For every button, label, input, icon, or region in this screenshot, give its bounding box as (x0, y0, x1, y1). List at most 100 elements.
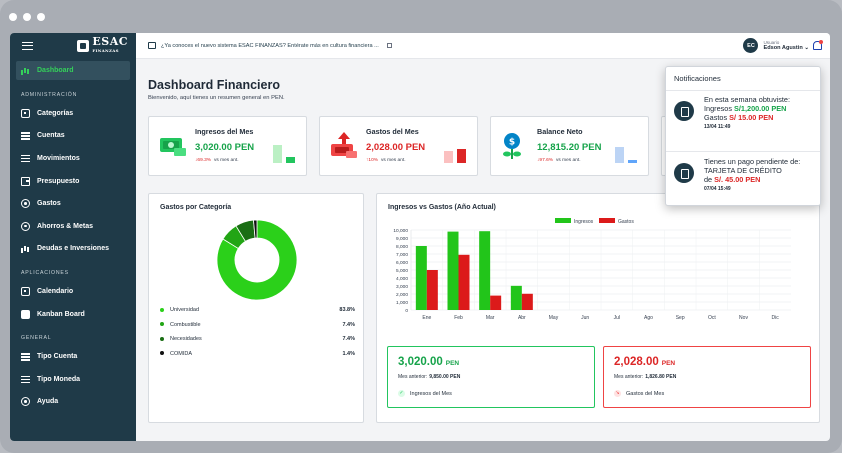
summary-label: ↘ Gastos del Mes (614, 390, 664, 397)
legend-label: COMIDA (170, 350, 192, 357)
sidebar-item-movimientos[interactable]: Movimientos (10, 147, 136, 170)
announcement-text: ¿Ya conoces el nuevo sistema ESAC FINANZ… (161, 42, 379, 49)
notifications-dropdown: Notificaciones En esta semana obtuviste:… (665, 66, 821, 206)
notifications-title: Notificaciones (666, 67, 820, 91)
notification-label: de (704, 175, 713, 185)
transfer-icon (21, 154, 30, 163)
sidebar-item-presupuesto[interactable]: Presupuesto (10, 170, 136, 193)
notification-item[interactable]: En esta semana obtuviste: Ingresos S/1,2… (674, 93, 814, 143)
bell-icon[interactable] (813, 40, 823, 50)
kpi-card-balance: $ Balance Neto 12,815.20 PEN ↓97.6% vs me… (490, 116, 649, 176)
kpi-delta: ↓69.3% vs mes ant. (195, 158, 239, 163)
sidebar-item-label: Kanban Board (37, 310, 85, 318)
legend-swatch (555, 218, 571, 223)
mini-bar-prev (615, 147, 624, 163)
sidebar-item-deudas-e-inversiones[interactable]: Deudas e Inversiones (10, 238, 136, 261)
topbar: ¿Ya conoces el nuevo sistema ESAC FINANZ… (136, 33, 830, 59)
sidebar-item-gastos[interactable]: Gastos (10, 192, 136, 215)
wallet-icon (21, 176, 30, 186)
kpi-card-expense: Gastos del Mes 2,028.00 PEN ↑10% vs mes a… (319, 116, 478, 176)
income-vs-expense-panel: Ingresos vs Gastos (Año Actual) Ingresos… (376, 193, 820, 423)
legend-label: Gastos (618, 219, 634, 225)
y-tick-label: 8,000 (396, 244, 408, 250)
bar-gastos[interactable] (426, 270, 438, 310)
x-tick-label: Oct (708, 315, 716, 321)
legend-row: Universidad 83.8% (160, 307, 355, 313)
kpi-delta-note: vs mes ant. (214, 158, 239, 163)
notification-line: En esta semana obtuviste: (704, 95, 790, 104)
notification-label: Gastos (704, 113, 728, 123)
sidebar-item-tipo-cuenta[interactable]: Tipo Cuenta (10, 345, 136, 368)
sidebar-item-categorías[interactable]: Categorías (10, 102, 136, 125)
legend-value: 7.4% (342, 321, 355, 328)
notification-label: Ingresos (704, 104, 732, 114)
sidebar-item-kanban-board[interactable]: Kanban Board (10, 303, 136, 326)
kanban-icon (21, 309, 30, 319)
bar-ingresos[interactable] (510, 285, 522, 310)
bar-ingresos[interactable] (415, 246, 427, 310)
summary-amount: 2,028.00 (614, 356, 659, 368)
notification-line: Gastos S/ 15.00 PEN (704, 113, 790, 122)
summary-value: 2,028.00 PEN (614, 356, 675, 368)
legend-row: Necesidades 7.4% (160, 336, 355, 342)
sidebar-item-label: Ayuda (37, 398, 59, 406)
kpi-delta-note: vs mes ant. (381, 158, 406, 163)
user-role: Usuario (763, 40, 780, 45)
y-tick-label: 5,000 (396, 268, 408, 274)
kpi-value: 2,028.00 PEN (366, 142, 426, 153)
grid-icon (21, 108, 30, 118)
notification-text: Tienes un pago pendiente de: TARJETA DE … (704, 157, 800, 194)
app-window: ESAC FINANZAS Dashboard ADMINISTRACIÓN Cat… (10, 33, 830, 441)
bar-gastos[interactable] (490, 295, 502, 310)
legend-swatch (599, 218, 615, 223)
sidebar-item-ahorros-metas[interactable]: Ahorros & Metas (10, 215, 136, 238)
menu-icon[interactable] (22, 42, 33, 50)
kpi-delta: ↑10% vs mes ant. (366, 158, 406, 163)
y-tick-label: 4,000 (396, 276, 408, 282)
sidebar-item-dashboard[interactable]: Dashboard (16, 61, 130, 80)
y-tick-label: 1,000 (396, 300, 408, 306)
maximize-dot[interactable] (37, 13, 45, 21)
sidebar-section-title: APLICACIONES (21, 270, 69, 277)
bar-gastos[interactable] (458, 254, 470, 310)
sidebar-item-cuentas[interactable]: Cuentas (10, 125, 136, 148)
donut-slice[interactable] (216, 219, 298, 301)
summary-expense: 2,028.00 PEN Mes anterior: 1,826.80 PEN ↘ G… (603, 346, 811, 408)
logo-subtext: FINANZAS (92, 48, 119, 53)
notification-line: Ingresos S/1,200.00 PEN (704, 104, 790, 113)
list-icon (21, 375, 30, 384)
summary-prev-label: Mes anterior: (614, 374, 644, 380)
sidebar-item-tipo-moneda[interactable]: Tipo Moneda (10, 368, 136, 391)
chevron-down-icon: ⌄ (804, 45, 809, 51)
external-link-icon[interactable] (386, 43, 392, 48)
x-tick-label: Ene (422, 315, 431, 321)
announcement[interactable]: ¿Ya conoces el nuevo sistema ESAC FINANZ… (148, 42, 392, 49)
mini-bar-current (286, 157, 295, 163)
user-menu[interactable]: EC Usuario Edson Agustin ⌄ (743, 38, 809, 53)
notification-item[interactable]: Tienes un pago pendiente de: TARJETA DE … (674, 155, 814, 205)
coin-plant-icon: $ (503, 133, 521, 159)
window-controls (9, 13, 45, 21)
sidebar-item-label: Deudas e Inversiones (37, 245, 109, 253)
x-tick-label: Sep (676, 315, 685, 321)
sidebar-item-label: Ahorros & Metas (37, 222, 94, 230)
sidebar: ESAC FINANZAS Dashboard ADMINISTRACIÓN Cat… (10, 33, 136, 441)
sidebar-item-ayuda[interactable]: Ayuda (10, 391, 136, 414)
donut-slice[interactable] (253, 219, 258, 239)
trend-down-icon: ↘ (614, 390, 621, 397)
bar-ingresos[interactable] (479, 231, 491, 310)
legend-row: COMIDA 1.4% (160, 351, 355, 357)
sidebar-header: ESAC FINANZAS (10, 33, 136, 59)
kpi-value: 12,815.20 PEN (537, 142, 602, 153)
close-dot[interactable] (9, 13, 17, 21)
notification-amount: S/ 15.00 PEN (729, 113, 774, 123)
legend-label: Ingresos (574, 219, 594, 225)
kpi-delta-pct: ↓97.6% (537, 158, 553, 163)
bar-ingresos[interactable] (447, 231, 459, 310)
sidebar-item-calendario[interactable]: Calendario (10, 280, 136, 303)
bar-gastos[interactable] (521, 293, 533, 310)
x-tick-label: Abr (518, 315, 526, 321)
mini-bar-prev (273, 145, 282, 163)
legend-label: Universidad (170, 307, 200, 313)
minimize-dot[interactable] (23, 13, 31, 21)
